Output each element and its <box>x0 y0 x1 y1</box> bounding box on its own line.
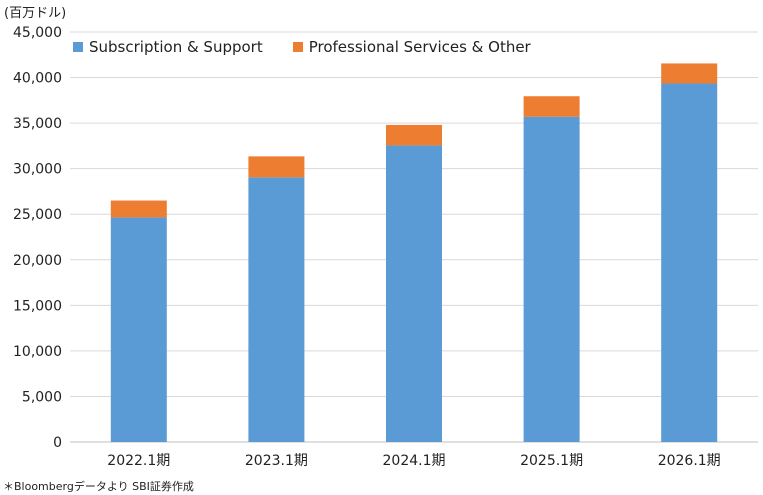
x-tick-label: 2024.1期 <box>383 453 446 469</box>
legend-label-services: Professional Services & Other <box>308 38 531 56</box>
bar-group <box>110 63 718 443</box>
bar-services <box>523 96 580 117</box>
y-tick-label: 35,000 <box>13 116 62 132</box>
y-tick-label: 15,000 <box>13 298 62 314</box>
x-tick-label: 2022.1期 <box>107 453 170 469</box>
y-tick-label: 30,000 <box>13 162 62 178</box>
x-tick-label: 2023.1期 <box>245 453 308 469</box>
unit-label: (百万ドル) <box>4 6 67 21</box>
legend-swatch-services <box>292 42 303 52</box>
x-tick-labels: 2022.1期 2023.1期 2024.1期 2025.1期 2026.1期 <box>107 453 720 469</box>
y-tick-label: 10,000 <box>13 344 62 360</box>
x-tick-label: 2025.1期 <box>520 453 583 469</box>
y-tick-label: 45,000 <box>13 25 62 41</box>
x-tick-label: 2026.1期 <box>658 453 721 469</box>
bar-services <box>386 124 442 146</box>
bar-services <box>110 200 167 218</box>
bar-subscription <box>110 217 167 442</box>
source-note: ＊Bloombergデータより SBI証券作成 <box>3 480 194 493</box>
bar-services <box>661 63 718 84</box>
legend-swatch-subscription <box>73 42 83 52</box>
y-tick-label: 5,000 <box>22 389 62 405</box>
bar-services <box>248 156 305 178</box>
legend: Subscription & Support Professional Serv… <box>73 38 561 56</box>
bar-subscription <box>386 145 442 442</box>
y-tick-label: 0 <box>53 435 62 451</box>
y-tick-labels: 0 5,000 10,000 15,000 20,000 25,000 30,000 35,0… <box>13 25 62 451</box>
y-tick-label: 25,000 <box>13 207 62 223</box>
bar-subscription <box>523 116 580 442</box>
legend-item-subscription: Subscription & Support <box>73 38 263 56</box>
bar-subscription <box>248 177 305 443</box>
legend-item-services: Professional Services & Other <box>292 38 531 56</box>
y-tick-label: 20,000 <box>13 253 62 269</box>
y-tick-label: 40,000 <box>13 71 62 87</box>
bar-subscription <box>661 83 718 442</box>
legend-label-subscription: Subscription & Support <box>89 38 263 56</box>
